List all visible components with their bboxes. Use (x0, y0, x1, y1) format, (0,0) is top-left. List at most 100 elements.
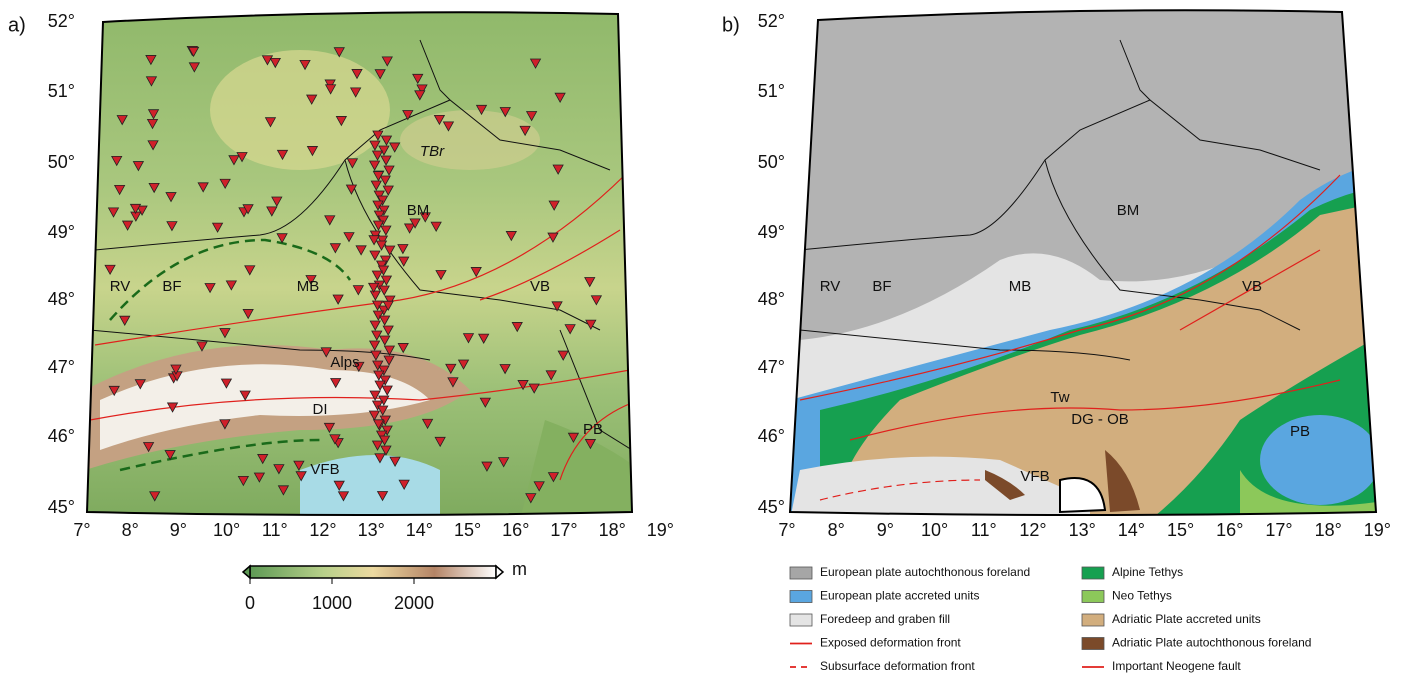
station (584, 439, 597, 450)
station (166, 221, 178, 232)
station (434, 436, 446, 448)
station (552, 164, 564, 175)
station (377, 265, 390, 276)
station (277, 485, 290, 496)
panel-a-map (85, 11, 634, 516)
region-label: VFB (310, 461, 339, 478)
legend-swatch (789, 566, 813, 580)
lon-label: 18° (599, 520, 626, 540)
station (330, 378, 342, 389)
lon-label: 8° (122, 520, 139, 540)
station (266, 206, 278, 217)
station (371, 300, 384, 311)
lat-label: 47° (758, 357, 785, 377)
station (111, 156, 123, 167)
region-label: BM (407, 202, 430, 219)
legend-swatch (1081, 566, 1105, 580)
station (548, 200, 560, 211)
station (147, 140, 159, 151)
station (371, 330, 383, 341)
lon-label: 7° (778, 520, 795, 540)
station (166, 402, 179, 413)
station (380, 135, 393, 146)
station (402, 110, 414, 121)
legend-swatch (789, 590, 813, 603)
station (376, 491, 389, 502)
station (433, 114, 446, 126)
region-label: MB (297, 278, 320, 295)
station (329, 434, 341, 445)
lon-label: 10° (921, 520, 948, 540)
station (369, 140, 381, 151)
station (380, 445, 392, 456)
station (384, 295, 396, 306)
station (228, 155, 240, 166)
station (381, 425, 393, 436)
lon-label: 19° (1364, 520, 1391, 540)
station (389, 456, 401, 467)
station (554, 92, 566, 104)
station (129, 203, 142, 215)
station (346, 158, 359, 169)
station (381, 56, 393, 67)
station (293, 460, 305, 471)
station (147, 109, 160, 120)
lon-label: 9° (170, 520, 187, 540)
station (442, 121, 455, 132)
station (505, 231, 517, 242)
station (374, 69, 386, 80)
station (545, 370, 557, 381)
lon-label: 14° (406, 520, 433, 540)
station (244, 265, 256, 276)
lon-label: 17° (550, 520, 577, 540)
legend-swatch (789, 613, 813, 627)
colorbar-tick-label: 1000 (312, 593, 352, 613)
lat-label: 45° (48, 497, 75, 517)
region-label: RV (110, 278, 131, 295)
station (271, 196, 283, 207)
station (368, 160, 381, 171)
station (108, 385, 120, 397)
station (375, 240, 388, 251)
station (370, 350, 382, 361)
region-label: RV (820, 278, 841, 295)
station (398, 256, 410, 267)
panel-b-map (788, 9, 1378, 516)
station (333, 480, 345, 492)
region-label: PB (583, 421, 603, 438)
station (113, 185, 126, 196)
station (104, 264, 116, 276)
station (372, 200, 384, 211)
station (525, 493, 537, 504)
station (145, 55, 157, 66)
lon-label: 15° (454, 520, 481, 540)
station (373, 190, 385, 201)
station (380, 225, 392, 236)
station (332, 294, 344, 305)
legend-label: Important Neogene fault (1112, 659, 1241, 673)
station (479, 397, 491, 408)
station (378, 285, 390, 296)
legend-label: Neo Tethys (1112, 589, 1172, 603)
station (273, 464, 285, 475)
station (368, 235, 380, 246)
station (412, 73, 424, 85)
station (148, 182, 160, 194)
legend-label: Alpine Tethys (1112, 565, 1183, 579)
legend-label: Adriatic Plate accreted units (1112, 612, 1261, 626)
station (261, 55, 274, 66)
station (519, 125, 531, 137)
station (447, 377, 459, 388)
station (329, 243, 342, 254)
station (355, 245, 367, 256)
colorbar (249, 565, 497, 579)
station (253, 472, 266, 483)
station (567, 432, 580, 444)
station (499, 107, 511, 118)
station (397, 343, 409, 354)
station (381, 385, 393, 396)
station (383, 355, 395, 366)
station (369, 320, 381, 331)
station (368, 340, 381, 351)
